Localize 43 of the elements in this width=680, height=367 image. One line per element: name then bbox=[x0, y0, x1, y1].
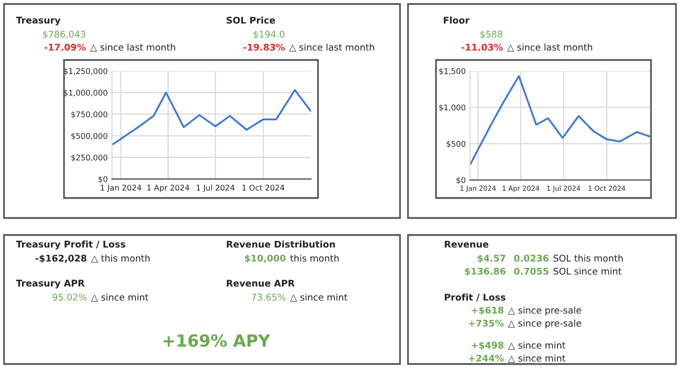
text: -19.83% bbox=[244, 44, 285, 51]
text: $136.86 bbox=[464, 268, 506, 276]
text: +$618 bbox=[472, 306, 504, 315]
text: 95.02% bbox=[52, 294, 86, 301]
text: 73.65% bbox=[252, 294, 286, 301]
text: △ since mint bbox=[91, 294, 148, 302]
text: △ since mint bbox=[508, 342, 566, 350]
text: +244% bbox=[468, 354, 504, 362]
text: Revenue APR bbox=[226, 280, 295, 287]
text: 0.7055 bbox=[514, 268, 548, 275]
text: Treasury bbox=[16, 16, 60, 26]
text: △ since mint bbox=[508, 354, 566, 363]
text: △ since last month bbox=[289, 44, 374, 52]
text: △ since last month bbox=[507, 44, 592, 52]
text: -17.09% bbox=[44, 44, 86, 51]
text: +$498 bbox=[472, 342, 504, 350]
text: -$162,028 bbox=[36, 254, 86, 263]
text: △ this month bbox=[91, 254, 150, 263]
text: $10,000 bbox=[244, 254, 286, 263]
text: Profit / Loss bbox=[444, 294, 506, 302]
text: +735% bbox=[468, 320, 504, 327]
text: SOL Price bbox=[226, 16, 276, 24]
text: △ since pre-sale bbox=[508, 306, 582, 316]
chart-title: Floor bbox=[444, 16, 470, 24]
text: +169% APY bbox=[164, 334, 270, 347]
text: $194.0 bbox=[254, 30, 284, 39]
text: Revenue Distribution bbox=[226, 240, 335, 248]
text: △ since pre-sale bbox=[508, 320, 582, 328]
text: Treasury Profit / Loss bbox=[16, 240, 126, 250]
text: 0.0236 bbox=[514, 254, 549, 262]
text: Revenue bbox=[444, 240, 488, 248]
text: -11.03% bbox=[462, 44, 503, 51]
text: △ since last month bbox=[90, 44, 176, 52]
text: SOL this month bbox=[554, 254, 623, 262]
text: △ since mint bbox=[290, 294, 348, 302]
line-series bbox=[470, 75, 650, 165]
text: this month bbox=[290, 254, 339, 262]
line-series bbox=[112, 89, 311, 146]
text: $588 bbox=[480, 30, 502, 39]
text: Treasury APR bbox=[16, 280, 85, 288]
text: $786,043 bbox=[43, 30, 86, 39]
text: $4.57 bbox=[478, 254, 506, 263]
text: SOL since mint bbox=[554, 268, 622, 275]
